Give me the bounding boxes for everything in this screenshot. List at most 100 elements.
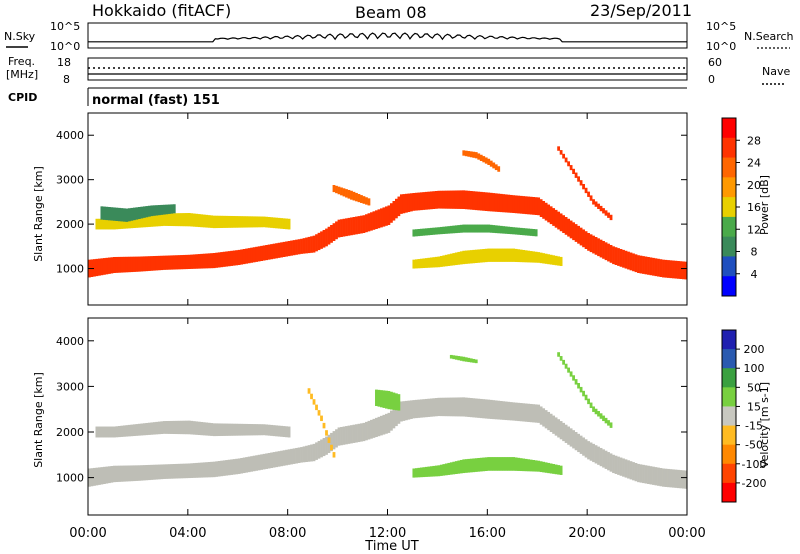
scatter-cell [235,458,239,475]
scatter-cell [347,189,351,199]
scatter-cell [577,433,580,453]
colorbar-segment [722,406,736,427]
scatter-cell [152,464,156,480]
scatter-cell [92,467,96,486]
scatter-cell [232,250,236,266]
scatter-cell [524,250,528,263]
scatter-cell [175,213,179,227]
scatter-cell [262,245,266,261]
scatter-cell [127,256,131,273]
scatter-cell [572,168,575,175]
scatter-cell [492,457,496,471]
scatter-cell [499,400,503,420]
scatter-cell [117,465,121,482]
scatter-cell [142,256,146,272]
scatter-cell [682,470,685,489]
scatter-cell [180,420,184,435]
scatter-cell [604,417,608,424]
scatter-cell [472,458,476,473]
scatter-cell [195,254,199,269]
scatter-cell [345,189,348,198]
scatter-cell [327,437,331,443]
scatter-cell [474,191,478,211]
scatter-cell [589,442,593,461]
scatter-cell [335,185,338,194]
scatter-cell [674,260,678,279]
scatter-cell [162,255,166,270]
scatter-cell [639,255,643,274]
scatter-cell [537,252,541,263]
scatter-cell [442,190,446,209]
scatter-cell [494,225,498,234]
scatter-cell [375,417,378,438]
scatter-cell [449,397,453,417]
scatter-cell [449,253,453,266]
scatter-cell [462,250,466,265]
scatter-cell [542,461,546,473]
scatter-cell [267,217,271,228]
scatter-cell [337,219,341,238]
scatter-cell [125,256,129,273]
scatter-cell [509,248,513,262]
scatter-cell [679,470,683,489]
scatter-cell [342,426,346,445]
scatter-cell [272,243,276,259]
scatter-cell [250,247,254,263]
scatter-cell [667,468,670,488]
scatter-cell [499,193,503,213]
scatter-cell [494,457,498,471]
scatter-cell [549,254,553,265]
freq-unit-label: [MHz] [6,68,38,81]
y-tick-label: 3000 [56,380,84,393]
scatter-cell [394,393,398,411]
scatter-cell [434,465,438,477]
scatter-cell [632,253,635,272]
scatter-cell [197,421,201,436]
nsky-label: N.Sky [4,30,36,43]
scatter-cell [519,227,523,235]
scatter-cell [527,459,531,472]
scatter-cell [252,455,256,472]
scatter-cell [107,207,111,221]
scatter-cell [140,465,144,481]
scatter-cell [185,463,189,479]
scatter-cell [429,191,433,210]
scatter-cell [257,216,261,228]
scatter-cell [275,217,278,229]
scatter-cell [260,216,264,228]
scatter-cell [574,224,578,242]
scatter-cell [437,397,441,417]
scatter-cell [567,367,570,373]
scatter-cell [267,424,271,436]
scatter-cell [489,399,493,419]
nsky-trace [88,32,687,43]
scatter-cell [300,238,303,254]
scatter-cell [602,208,605,214]
scatter-cell [554,417,558,436]
scatter-cell [572,375,575,381]
scatter-cell [330,444,333,451]
scatter-band [95,420,291,438]
scatter-cell [382,390,386,408]
scatter-cell [557,465,561,475]
scatter-cell [227,215,231,228]
scatter-cell [449,354,453,359]
scatter-cell [559,356,563,361]
scatter-cell [424,228,428,236]
scatter-cell [504,248,508,262]
scatter-cell [97,467,101,485]
colorbar-frame [721,329,737,503]
scatter-cell [467,224,471,233]
scatter-cell [350,190,353,200]
scatter-cell [305,445,308,463]
scatter-cell [275,451,278,468]
scatter-cell [257,246,261,262]
freq-label: Freq. [8,55,35,68]
scatter-cell [587,233,590,251]
colorbar-segment [722,368,736,388]
scatter-cell [212,461,216,478]
scatter-cell [202,422,206,436]
scatter-cell [125,465,129,482]
scatter-cell [185,420,189,435]
scatter-cell [217,252,221,268]
